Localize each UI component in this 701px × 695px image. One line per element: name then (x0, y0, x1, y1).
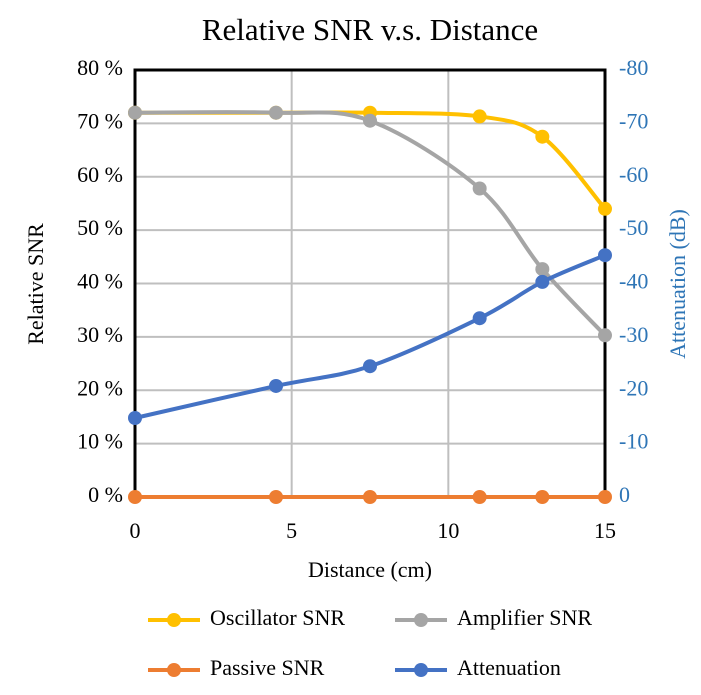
data-point (363, 113, 377, 128)
legend-marker (167, 663, 181, 677)
y-tick-label: 0 % (88, 482, 123, 507)
data-point (598, 490, 612, 504)
y2-tick-label: 0 (619, 482, 630, 507)
y2-tick-label: -40 (619, 269, 648, 294)
legend-label: Passive SNR (210, 655, 325, 680)
y-tick-label: 60 % (77, 162, 123, 187)
data-point (535, 490, 550, 504)
data-point (598, 248, 612, 263)
data-point (598, 328, 612, 343)
x-tick-label: 15 (594, 518, 616, 543)
y2-tick-label: -70 (619, 108, 648, 133)
data-point (472, 109, 487, 124)
y-tick-label: 30 % (77, 322, 123, 347)
legend-marker (167, 613, 181, 627)
data-point (535, 129, 550, 144)
legend-label: Attenuation (457, 655, 561, 680)
data-point (363, 490, 377, 504)
legend-label: Oscillator SNR (210, 605, 345, 630)
y-tick-label: 10 % (77, 429, 123, 454)
data-point (472, 311, 487, 326)
data-point (598, 201, 612, 216)
y-axis-title: Relative SNR (23, 223, 48, 345)
legend-marker (414, 663, 428, 677)
y-tick-label: 40 % (77, 269, 123, 294)
x-axis-title: Distance (cm) (308, 557, 432, 582)
data-point (269, 378, 283, 393)
data-point (535, 274, 550, 289)
data-point (128, 411, 142, 426)
data-point (269, 105, 283, 120)
y2-tick-label: -80 (619, 55, 648, 80)
chart-title: Relative SNR v.s. Distance (202, 12, 538, 47)
y2-tick-label: -50 (619, 215, 648, 240)
data-point (269, 490, 283, 504)
data-point (363, 359, 377, 374)
data-point (128, 490, 142, 504)
data-point (535, 262, 550, 277)
y2-axis-title: Attenuation (dB) (665, 209, 690, 359)
y-tick-label: 50 % (77, 215, 123, 240)
data-point (472, 181, 487, 196)
y2-tick-label: -60 (619, 162, 648, 187)
series-line (134, 110, 607, 337)
x-tick-label: 5 (286, 518, 297, 543)
data-point (472, 490, 487, 504)
y-tick-label: 80 % (77, 55, 123, 80)
legend-label: Amplifier SNR (457, 605, 592, 630)
data-point (128, 105, 142, 120)
y2-tick-label: -30 (619, 322, 648, 347)
y-tick-label: 70 % (77, 108, 123, 133)
x-tick-label: 0 (130, 518, 141, 543)
y-tick-label: 20 % (77, 375, 123, 400)
y2-tick-label: -20 (619, 375, 648, 400)
x-tick-label: 10 (437, 518, 459, 543)
legend-marker (414, 613, 428, 627)
y2-tick-label: -10 (619, 429, 648, 454)
